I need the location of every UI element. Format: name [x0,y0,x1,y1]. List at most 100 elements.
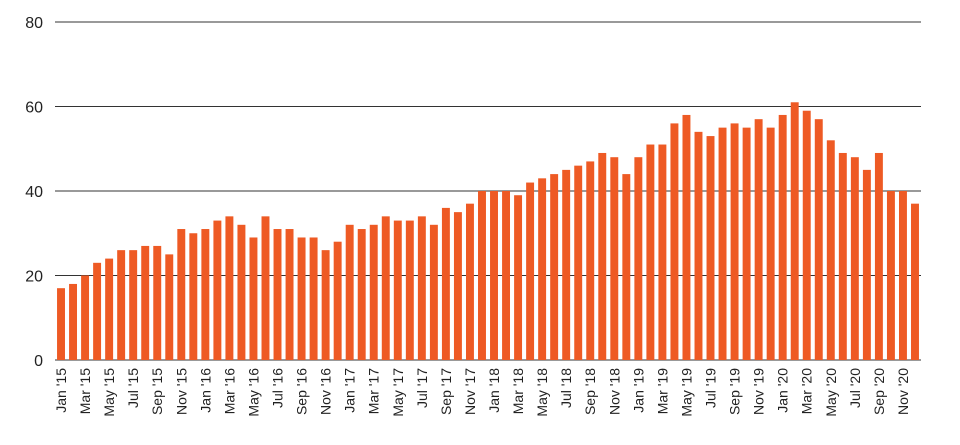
bar [285,229,294,360]
bar [453,212,462,361]
bar [441,207,450,360]
x-tick-label: Jan '15 [53,368,69,413]
bar [790,102,799,360]
x-tick-label: Sep '19 [727,368,743,415]
bar [405,220,414,360]
bar [838,152,847,360]
bar [478,191,486,360]
bar [670,123,679,361]
x-tick-label: Jul '19 [703,368,719,408]
bar [802,110,811,360]
bar [826,140,835,360]
bar [465,203,474,360]
bar [309,237,318,360]
bar [814,119,823,360]
bar [514,195,523,360]
bar [574,165,583,360]
bar [249,237,258,360]
x-tick-label: May '19 [678,368,694,417]
bar [634,157,643,360]
bar [598,152,607,360]
bar [81,275,90,360]
bar [225,216,234,360]
x-tick-label: Mar '20 [799,368,815,414]
x-tick-label: Nov '19 [751,368,767,415]
y-tick-label: 40 [25,184,43,201]
x-tick-label: Jan '18 [486,368,502,413]
x-tick-label: Mar '19 [654,368,670,414]
bar [189,233,198,360]
x-tick-label: May '20 [823,368,839,417]
x-tick-label: Nov '15 [173,368,189,415]
bar [417,216,426,360]
bar [886,191,895,360]
bar [742,127,751,361]
bar [526,182,535,360]
x-tick-label: Nov '20 [895,368,911,415]
bar [682,114,691,360]
x-tick-label: May '16 [245,368,261,417]
bar [357,229,366,360]
bar [213,220,222,360]
x-tick-label: Mar '17 [366,368,382,414]
bar [393,220,402,360]
y-tick-label: 80 [25,15,43,32]
bar [117,250,126,360]
bar [718,127,727,361]
x-tick-label: May '15 [101,368,117,417]
x-tick-label: Jul '20 [847,368,863,408]
x-tick-label: Jan '19 [630,368,646,413]
bar [610,157,619,360]
x-tick-label: Sep '17 [438,368,454,415]
bar [586,161,595,360]
bar [754,119,763,360]
x-tick-label: Jan '16 [197,368,213,413]
x-tick-label: Jan '20 [775,368,791,413]
bar [658,144,667,360]
x-tick-label: Sep '18 [582,368,598,415]
bar [766,127,775,361]
bar [57,288,65,360]
y-tick-label: 0 [34,353,43,370]
bar [345,224,354,360]
y-axis-ticks: 0 20 40 60 80 [25,15,43,370]
x-tick-label: Nov '18 [606,368,622,415]
bar [694,131,703,360]
bar [261,216,270,360]
bar [550,174,559,360]
bar [778,114,787,360]
bar [490,191,498,360]
bar [538,178,547,360]
bars-layer [57,102,919,361]
x-tick-label: May '18 [534,368,550,417]
bar [911,203,919,360]
x-axis-ticks: Jan '15 Mar '15 May '15 Jul '15 Sep '15 Nov '… [53,368,911,417]
bar [105,258,114,360]
bar [129,250,138,360]
x-tick-label: Mar '16 [221,368,237,414]
x-tick-label: May '17 [390,368,406,417]
bar [273,229,282,360]
bar [622,174,631,360]
bar [646,144,655,360]
bar [706,136,715,360]
x-tick-label: Jan '17 [342,368,358,413]
x-tick-label: Sep '20 [871,368,887,415]
x-tick-label: Jul '18 [558,368,574,408]
bar [369,224,378,360]
x-tick-label: Mar '18 [510,368,526,414]
x-tick-label: Jul '16 [270,368,286,408]
bar [850,157,859,360]
bar [862,169,871,361]
bar [562,169,571,361]
bar [201,229,210,360]
x-tick-label: Jul '17 [414,368,430,408]
x-tick-label: Jul '15 [125,368,141,408]
bar [153,245,162,360]
bar [69,283,78,360]
x-tick-label: Nov '17 [462,368,478,415]
bar [333,241,342,360]
bar [93,262,102,360]
grid-layer [55,21,921,361]
